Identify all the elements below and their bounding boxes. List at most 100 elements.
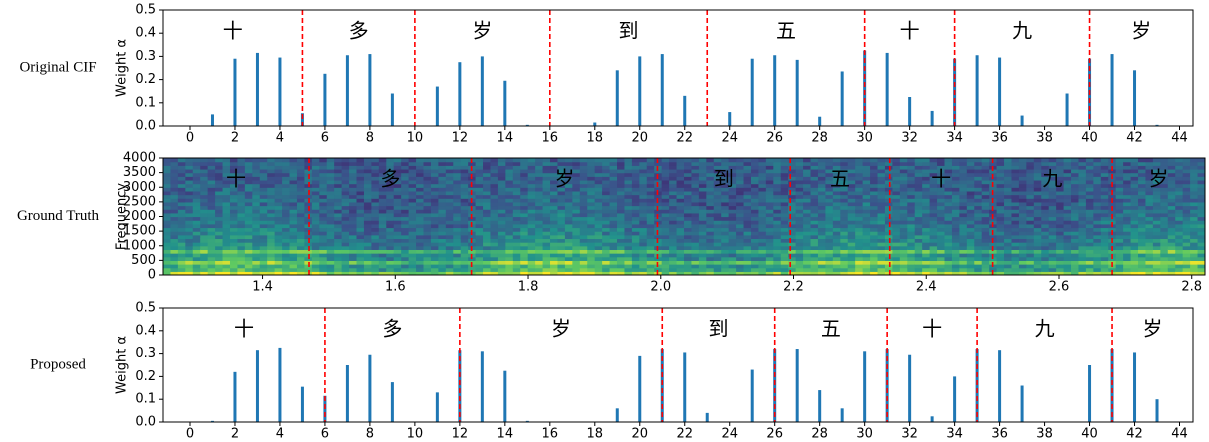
spectrogram-cell bbox=[766, 242, 774, 246]
segment-label: 岁 bbox=[551, 317, 571, 341]
x-tick-label: 2 bbox=[231, 427, 239, 442]
spectrogram-cell bbox=[706, 253, 714, 257]
spectrogram-cell bbox=[245, 231, 253, 235]
spectrogram-cell bbox=[386, 213, 394, 217]
spectrogram-cell bbox=[1078, 242, 1086, 246]
spectrogram-cell bbox=[446, 224, 454, 228]
spectrogram-cell bbox=[967, 235, 975, 239]
spectrogram-cell bbox=[401, 195, 409, 199]
spectrogram-cell bbox=[1175, 165, 1183, 169]
spectrogram-cell bbox=[1026, 235, 1034, 239]
spectrogram-cell bbox=[1145, 235, 1153, 239]
spectrogram-cell bbox=[424, 217, 432, 221]
spectrogram-cell bbox=[386, 246, 394, 250]
spectrogram-cell bbox=[379, 257, 387, 261]
spectrogram-cell bbox=[602, 195, 610, 199]
spectrogram-cell bbox=[1041, 209, 1049, 213]
spectrogram-cell bbox=[334, 260, 342, 264]
spectrogram-cell bbox=[959, 238, 967, 242]
spectrogram-cell bbox=[424, 165, 432, 169]
spectrogram-cell bbox=[297, 165, 305, 169]
spectrogram-cell bbox=[1071, 246, 1079, 250]
spectrogram-cell bbox=[505, 162, 513, 166]
spectrogram-cell bbox=[915, 268, 923, 272]
spectrogram-cell bbox=[907, 231, 915, 235]
spectrogram-cell bbox=[811, 202, 819, 206]
spectrogram-cell bbox=[401, 191, 409, 195]
spectrogram-cell bbox=[1145, 217, 1153, 221]
spectrogram-cell bbox=[334, 158, 342, 162]
spectrogram-cell bbox=[878, 238, 886, 242]
spectrogram-cell bbox=[773, 187, 781, 191]
spectrogram-cell bbox=[438, 180, 446, 184]
spectrogram-cell bbox=[334, 195, 342, 199]
bar bbox=[841, 71, 844, 126]
spectrogram-cell bbox=[662, 220, 670, 224]
spectrogram-cell bbox=[945, 238, 953, 242]
spectrogram-cell bbox=[766, 195, 774, 199]
spectrogram-cell bbox=[193, 198, 201, 202]
spectrogram-cell bbox=[833, 158, 841, 162]
spectrogram-cell bbox=[416, 165, 424, 169]
spectrogram-cell bbox=[796, 202, 804, 206]
spectrogram-cell bbox=[490, 217, 498, 221]
spectrogram-cell bbox=[490, 209, 498, 213]
spectrogram-cell bbox=[461, 231, 469, 235]
spectrogram-cell bbox=[706, 260, 714, 264]
bar bbox=[481, 56, 484, 126]
spectrogram-cell bbox=[319, 191, 327, 195]
spectrogram-cell bbox=[1011, 220, 1019, 224]
spectrogram-cell bbox=[543, 224, 551, 228]
spectrogram-cell bbox=[267, 224, 275, 228]
spectrogram-cell bbox=[1078, 206, 1086, 210]
spectrogram-cell bbox=[282, 180, 290, 184]
spectrogram-cell bbox=[632, 227, 640, 231]
spectrogram-cell bbox=[617, 209, 625, 213]
spectrogram-cell bbox=[1145, 224, 1153, 228]
spectrogram-cell bbox=[945, 217, 953, 221]
spectrogram-cell bbox=[230, 238, 238, 242]
spectrogram-cell bbox=[1071, 173, 1079, 177]
spectrogram-cell bbox=[572, 206, 580, 210]
spectrogram-cell bbox=[453, 257, 461, 261]
spectrogram-cell bbox=[677, 235, 685, 239]
spectrogram-cell bbox=[237, 191, 245, 195]
spectrogram-cell bbox=[245, 246, 253, 250]
spectrogram-cell bbox=[431, 238, 439, 242]
spectrogram-cell bbox=[505, 217, 513, 221]
spectrogram-cell bbox=[245, 264, 253, 268]
spectrogram-cell bbox=[1183, 231, 1191, 235]
spectrogram-cell bbox=[379, 195, 387, 199]
spectrogram-cell bbox=[260, 268, 268, 272]
spectrogram-cell bbox=[1153, 249, 1161, 253]
spectrogram-cell bbox=[1004, 224, 1012, 228]
spectrogram-cell bbox=[550, 198, 558, 202]
spectrogram-cell bbox=[669, 187, 677, 191]
spectrogram-cell bbox=[840, 198, 848, 202]
spectrogram-cell bbox=[223, 257, 231, 261]
spectrogram-cell bbox=[892, 180, 900, 184]
spectrogram-cell bbox=[379, 158, 387, 162]
spectrogram-cell bbox=[1026, 165, 1034, 169]
spectrogram-cell bbox=[431, 220, 439, 224]
spectrogram-cell bbox=[595, 257, 603, 261]
spectrogram-cell bbox=[557, 220, 565, 224]
spectrogram-cell bbox=[773, 249, 781, 253]
spectrogram-cell bbox=[520, 202, 528, 206]
spectrogram-cell bbox=[342, 213, 350, 217]
spectrogram-cell bbox=[870, 231, 878, 235]
spectrogram-cell bbox=[461, 206, 469, 210]
spectrogram-cell bbox=[647, 165, 655, 169]
spectrogram-cell bbox=[476, 253, 484, 257]
spectrogram-cell bbox=[1101, 253, 1109, 257]
spectrogram-cell bbox=[1026, 257, 1034, 261]
spectrogram-cell bbox=[297, 268, 305, 272]
spectrogram-cell bbox=[892, 198, 900, 202]
spectrogram-cell bbox=[1175, 162, 1183, 166]
spectrogram-cell bbox=[1011, 242, 1019, 246]
spectrogram-cell bbox=[565, 246, 573, 250]
spectrogram-cell bbox=[327, 227, 335, 231]
spectrogram-cell bbox=[855, 176, 863, 180]
spectrogram-cell bbox=[900, 202, 908, 206]
spectrogram-cell bbox=[252, 227, 260, 231]
